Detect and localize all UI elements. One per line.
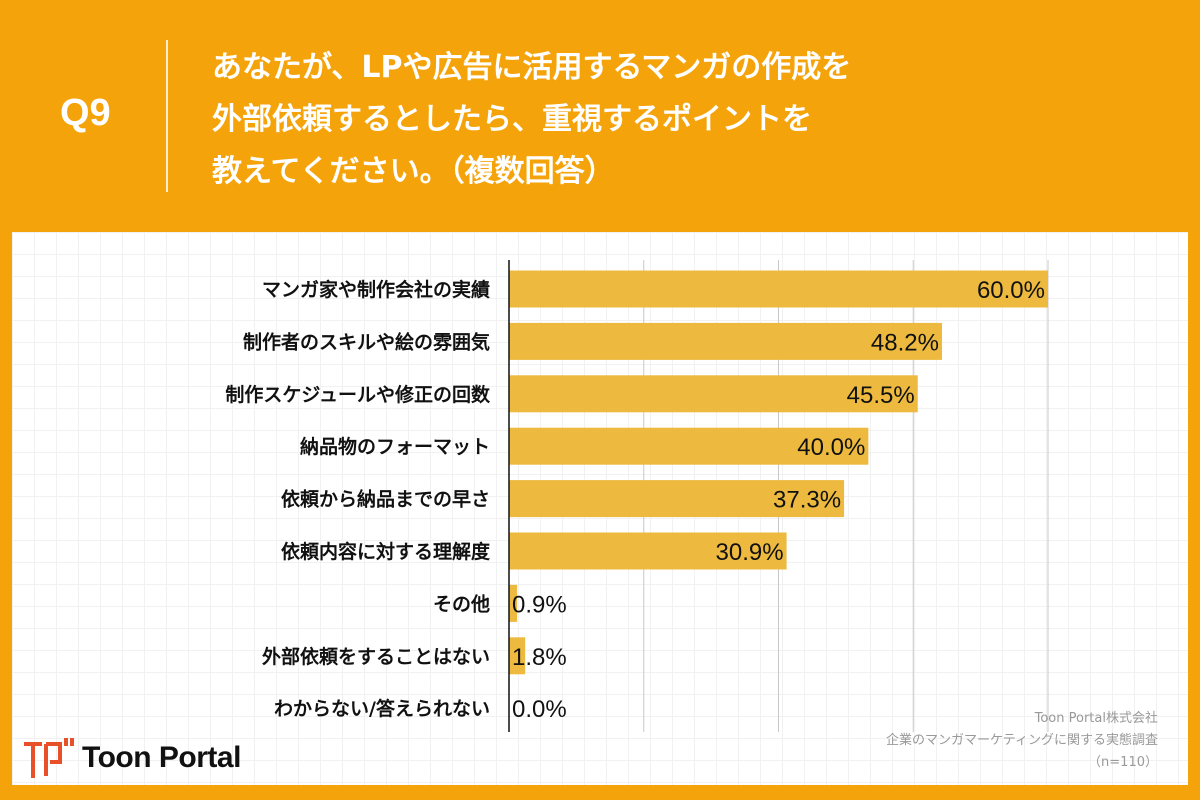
category-label: 納品物のフォーマット xyxy=(300,435,490,458)
title-line: 教えてください。（複数回答） xyxy=(212,154,615,189)
bar xyxy=(509,532,787,570)
bar xyxy=(509,322,942,360)
bar xyxy=(509,637,526,675)
data-label: 0.9% xyxy=(512,591,567,618)
bar xyxy=(509,480,845,518)
bar xyxy=(509,270,1048,308)
category-label: その他 xyxy=(433,592,490,615)
source-company: Toon Portal株式会社 xyxy=(1034,711,1158,726)
source-note: Toon Portal株式会社 企業のマンガマーケティングに関する実態調査 （n… xyxy=(886,708,1158,774)
data-label: 60.0% xyxy=(977,277,1045,304)
category-label: 外部依頼をすることはない xyxy=(262,645,490,668)
bar xyxy=(509,584,518,622)
data-label: 45.5% xyxy=(847,382,915,409)
toon-portal-logo: Toon Portal xyxy=(22,736,241,780)
category-label: 制作スケジュールや修正の回数 xyxy=(225,383,491,406)
data-label: 40.0% xyxy=(797,434,865,461)
title-line: あなたが、LPや広告に活用するマンガの作成を xyxy=(212,50,852,85)
category-label: わからない/答えられない xyxy=(274,697,490,720)
source-n: （n=110） xyxy=(1088,755,1158,770)
title-line: 外部依頼するとしたら、重視するポイントを xyxy=(212,102,812,137)
logo-mark-icon xyxy=(24,738,74,778)
category-label: 依頼から納品までの早さ xyxy=(281,488,490,511)
data-label: 48.2% xyxy=(871,329,939,356)
category-label: マンガ家や制作会社の実績 xyxy=(262,278,490,301)
category-label: 制作者のスキルや絵の雰囲気 xyxy=(243,330,490,353)
data-label: 1.8% xyxy=(512,644,567,671)
question-number: Q9 xyxy=(60,92,111,134)
bar xyxy=(509,375,918,413)
bar xyxy=(509,427,869,465)
data-label: 0.0% xyxy=(512,696,567,723)
category-label: 依頼内容に対する理解度 xyxy=(281,540,491,563)
source-survey: 企業のマンガマーケティングに関する実態調査 xyxy=(886,733,1158,748)
data-label: 30.9% xyxy=(716,539,784,566)
divider xyxy=(166,40,168,192)
logo-text: Toon Portal xyxy=(82,741,241,774)
question-title: あなたが、LPや広告に活用するマンガの作成を 外部依頼するとしたら、重視するポイ… xyxy=(212,42,1172,198)
data-label: 37.3% xyxy=(773,487,841,514)
